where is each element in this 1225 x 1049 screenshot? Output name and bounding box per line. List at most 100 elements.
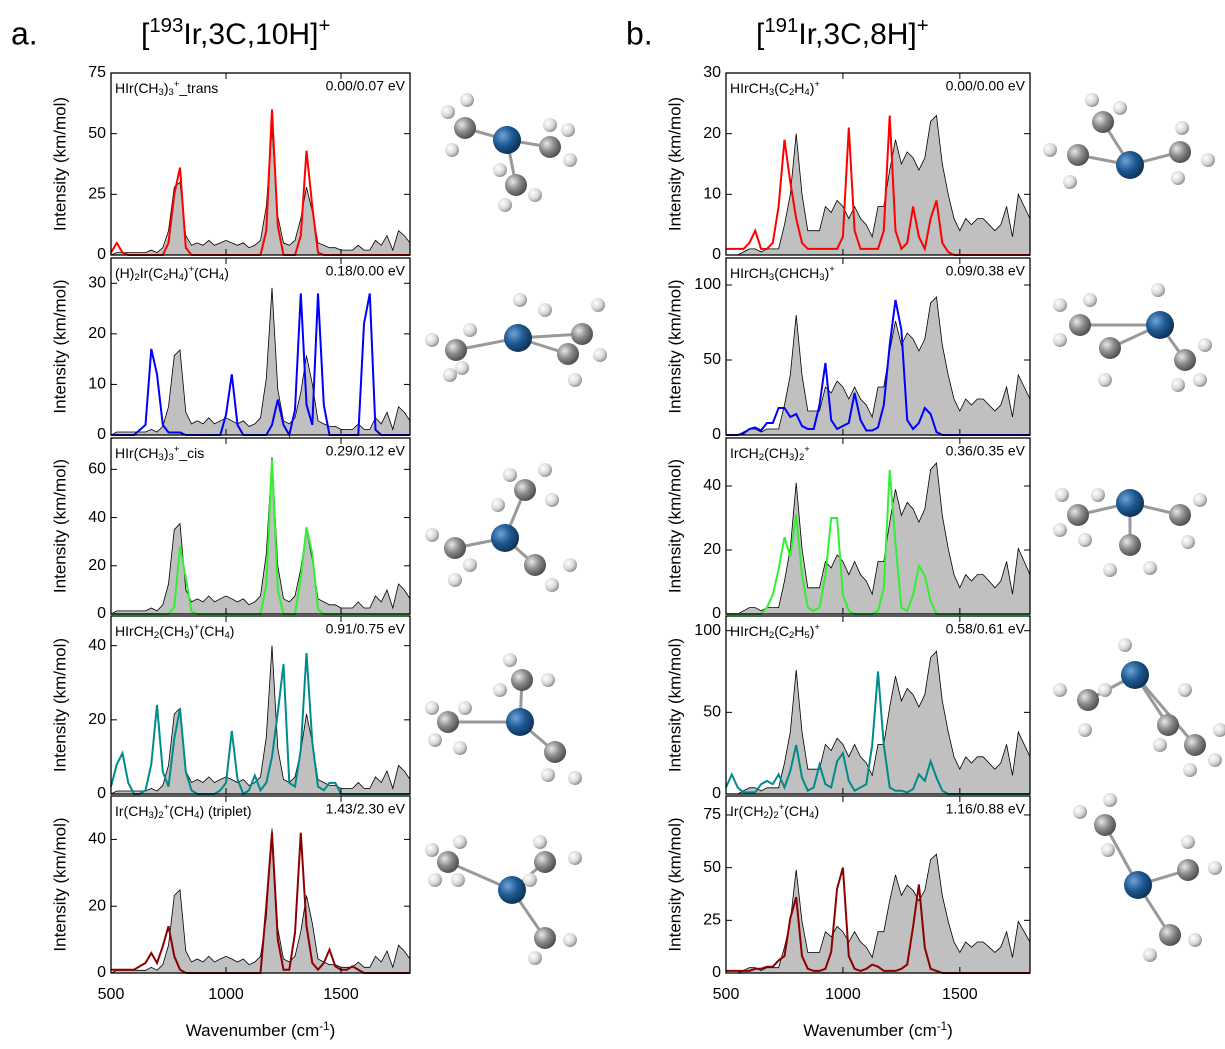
panel-heading: [193Ir,3C,10H]+	[141, 15, 330, 51]
atom	[1085, 93, 1099, 107]
atom	[571, 323, 593, 345]
atom	[441, 105, 455, 119]
text-part: )	[164, 445, 169, 461]
y-axis-title: Intensity (km/mol)	[665, 279, 684, 413]
y-tick-label: 50	[703, 704, 721, 721]
atom	[1053, 333, 1067, 347]
y-tick-label: 40	[88, 509, 106, 526]
atom	[545, 578, 559, 592]
atom	[568, 771, 582, 785]
y-axis-title: Intensity (km/mol)	[665, 97, 684, 231]
text-part: (CH	[194, 265, 219, 281]
text-part: +	[814, 79, 820, 90]
y-tick-label: 10	[88, 376, 106, 393]
y-tick-label: 0	[97, 246, 106, 263]
atom	[1091, 488, 1105, 502]
atom	[493, 126, 521, 154]
atom	[1063, 175, 1077, 189]
species-label: HIrCH3(C2H4)+	[730, 79, 820, 98]
atom	[524, 554, 546, 576]
text-part: (C	[774, 623, 789, 639]
atom	[539, 136, 561, 158]
plot-frame	[725, 615, 1031, 795]
atom	[437, 711, 459, 733]
atom	[1067, 504, 1089, 526]
atom	[563, 558, 577, 572]
atom	[513, 293, 527, 307]
text-part: [	[141, 18, 150, 51]
atom	[460, 93, 474, 107]
text-part: )	[184, 265, 189, 281]
species-label: Ir(CH3)2+(CH4) (triplet)	[115, 802, 252, 821]
atom	[1157, 714, 1179, 736]
text-part: (CH	[784, 803, 809, 819]
y-tick-label: 0	[712, 246, 721, 263]
text-part: 3	[159, 87, 164, 98]
atom	[463, 558, 477, 572]
text-part: H	[794, 80, 804, 96]
text-part: Ir(CH	[730, 803, 763, 819]
plot-frame	[110, 437, 411, 615]
atom	[437, 851, 459, 873]
plot-frame	[725, 795, 1031, 974]
text-part: 4	[194, 810, 199, 821]
y-axis-title: Intensity (km/mol)	[50, 638, 69, 772]
text-part: )	[947, 1021, 953, 1040]
text-part: +	[318, 15, 330, 37]
text-part: 4	[809, 810, 814, 821]
text-part: 3	[789, 452, 794, 463]
atom	[1213, 723, 1225, 737]
atom	[563, 933, 577, 947]
atom	[1118, 638, 1132, 652]
y-tick-label: 0	[712, 964, 721, 981]
atom	[1099, 337, 1121, 359]
atom	[563, 153, 577, 167]
energy-label: 0.58/0.61 eV	[946, 621, 1026, 637]
text-part: 2	[134, 272, 139, 283]
atom	[528, 188, 542, 202]
atom	[1183, 763, 1197, 777]
energy-label: 0.00/0.00 eV	[946, 78, 1026, 94]
text-part: H	[794, 623, 804, 639]
text-part: 4	[225, 630, 230, 641]
text-part: )	[825, 265, 830, 281]
atom	[1116, 151, 1144, 179]
text-part: -1	[937, 1020, 947, 1033]
text-part: Ir,3C,8H]	[798, 18, 916, 51]
panel-letter: a.	[11, 15, 38, 51]
species-label: (H)2Ir(C2H4)+(CH4)	[115, 264, 229, 283]
energy-label: 0.09/0.38 eV	[946, 263, 1026, 279]
atom	[1053, 683, 1067, 697]
atom	[425, 333, 439, 347]
atom	[498, 876, 526, 904]
text-part: +	[814, 622, 820, 633]
text-part: )	[769, 803, 774, 819]
y-tick-label: 20	[703, 125, 721, 142]
text-part: +	[804, 444, 810, 455]
atom	[1193, 373, 1207, 387]
text-part: 3	[184, 630, 189, 641]
atom	[1078, 533, 1092, 547]
atom	[444, 537, 466, 559]
atom	[544, 741, 566, 763]
text-part: (C	[774, 80, 789, 96]
atom	[1174, 349, 1196, 371]
plot-frame	[110, 795, 411, 974]
text-part: HIrCH	[115, 623, 154, 639]
text-part: 191	[764, 15, 798, 37]
atom	[1083, 293, 1097, 307]
x-tick-label: 500	[98, 986, 125, 1003]
text-part: 3	[769, 272, 774, 283]
y-tick-label: 20	[88, 897, 106, 914]
text-part: HIr(CH	[115, 80, 159, 96]
text-part: )	[154, 803, 159, 819]
atom	[1146, 311, 1174, 339]
atom	[541, 768, 555, 782]
atom	[1053, 523, 1067, 537]
text-part: IrCH	[730, 445, 759, 461]
text-part: 2	[163, 272, 168, 283]
atom	[533, 835, 547, 849]
text-part: 3	[819, 272, 824, 283]
text-part: 2	[773, 810, 778, 821]
